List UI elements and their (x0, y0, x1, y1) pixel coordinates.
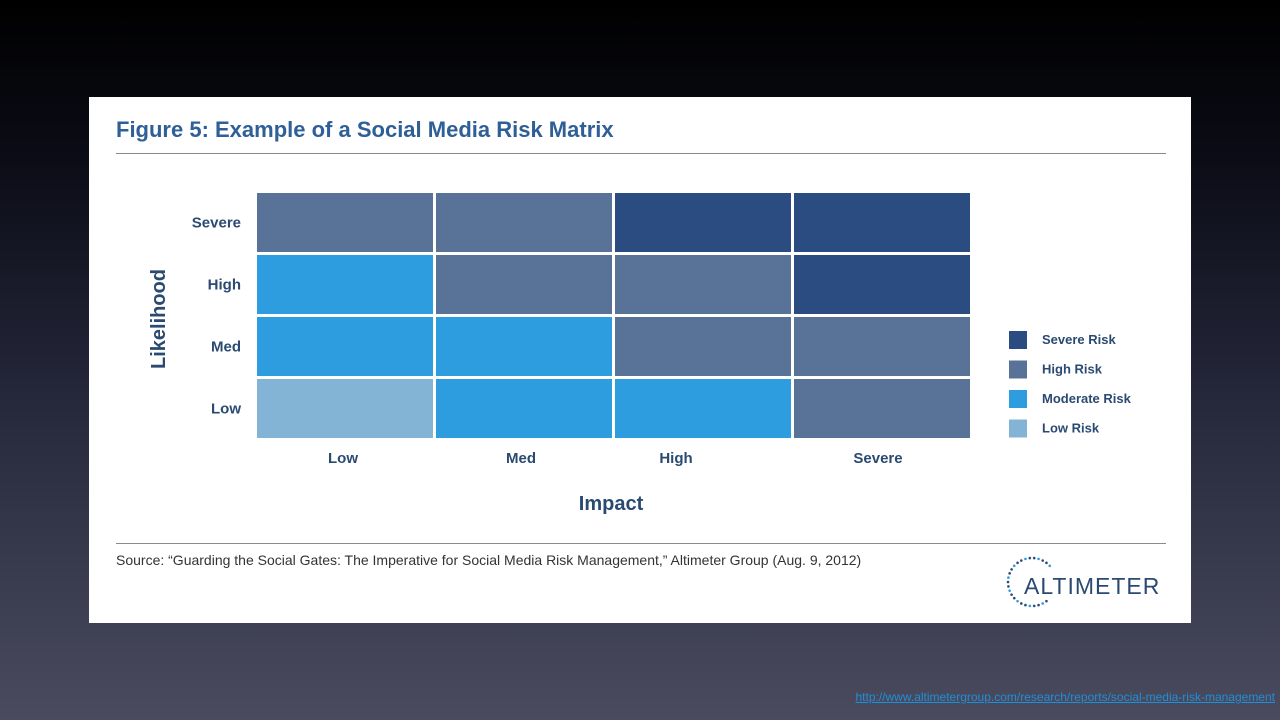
matrix-cell-low-low (257, 379, 433, 438)
legend-swatch-low (1009, 419, 1027, 438)
legend-label-severe: Severe Risk (1042, 332, 1116, 347)
logo-dot (1037, 603, 1040, 607)
logo-dot (1028, 604, 1032, 608)
logo-dot (1016, 599, 1019, 603)
logo-dot (1006, 580, 1010, 584)
legend: Severe Risk High Risk Moderate Risk Low Ris… (1009, 331, 1132, 438)
logo-dot (1010, 568, 1013, 571)
matrix-cell-med-low (257, 317, 433, 376)
matrix-cell-med-high (615, 317, 791, 376)
logo-dot (1032, 556, 1036, 560)
source-url-link[interactable]: http://www.altimetergroup.com/research/r… (855, 690, 1276, 704)
logo-dot (1016, 561, 1019, 565)
logo-dot (1045, 599, 1048, 603)
risk-matrix-chart: Severe High Med Low Low Med High Severe Likeli… (148, 193, 1132, 515)
logo-dot (1007, 585, 1010, 588)
matrix-cell-low-severe (794, 379, 970, 438)
legend-swatch-moderate (1009, 390, 1027, 408)
logo-dot (1037, 557, 1040, 561)
impact-label-low: Low (328, 450, 358, 467)
logo-dot (1041, 559, 1044, 562)
altimeter-logo: ALTIMETER (1006, 556, 1160, 608)
matrix-cell-low-high (615, 379, 791, 438)
source-divider (116, 543, 1166, 544)
figure-card: Figure 5: Example of a Social Media Risk… (89, 97, 1191, 623)
logo-dot (1020, 559, 1023, 562)
logo-dot (1020, 602, 1023, 605)
logo-dot (1028, 556, 1032, 560)
logo-dot (1007, 576, 1010, 579)
logo-dot (1041, 602, 1044, 605)
matrix-cell-high-high (615, 255, 791, 314)
matrix-cell-med-med (436, 317, 612, 376)
matrix-cell-severe-low (257, 193, 433, 252)
matrix-cell-severe-severe (794, 193, 970, 252)
legend-swatch-severe (1009, 331, 1027, 349)
likelihood-tick-labels: Severe High Med Low (192, 215, 242, 418)
matrix-cell-severe-med (436, 193, 612, 252)
matrix-cell-severe-high (615, 193, 791, 252)
likelihood-label-low: Low (211, 401, 241, 418)
figure-title: Figure 5: Example of a Social Media Risk… (116, 117, 614, 142)
legend-label-high: High Risk (1042, 362, 1103, 377)
logo-dot-ring (1006, 556, 1052, 608)
impact-label-high: High (659, 450, 692, 467)
likelihood-axis-title: Likelihood (148, 269, 170, 369)
title-divider (116, 153, 1166, 154)
source-citation: Source: “Guarding the Social Gates: The … (116, 552, 862, 568)
logo-dot (1010, 593, 1013, 596)
logo-dot (1008, 572, 1011, 575)
impact-axis-title: Impact (579, 493, 644, 515)
logo-dot (1008, 589, 1011, 592)
legend-label-low: Low Risk (1042, 421, 1100, 436)
likelihood-label-high: High (208, 277, 241, 294)
impact-tick-labels: Low Med High Severe (328, 450, 903, 467)
logo-wordmark: ALTIMETER (1024, 573, 1160, 599)
logo-dot (1048, 564, 1052, 568)
logo-dot (1012, 564, 1016, 568)
matrix-cell-high-low (257, 255, 433, 314)
matrix-cell-high-med (436, 255, 612, 314)
impact-label-med: Med (506, 450, 536, 467)
logo-dot (1032, 604, 1036, 608)
logo-dot (1045, 561, 1048, 565)
matrix-cells (257, 193, 970, 438)
impact-label-severe: Severe (853, 450, 902, 467)
logo-dot (1012, 596, 1016, 600)
logo-dot (1024, 603, 1027, 607)
legend-label-moderate: Moderate Risk (1042, 391, 1132, 406)
likelihood-label-med: Med (211, 339, 241, 356)
legend-swatch-high (1009, 360, 1027, 379)
logo-dot (1024, 557, 1027, 561)
matrix-cell-med-severe (794, 317, 970, 376)
likelihood-label-severe: Severe (192, 215, 241, 232)
matrix-cell-low-med (436, 379, 612, 438)
matrix-cell-high-severe (794, 255, 970, 314)
